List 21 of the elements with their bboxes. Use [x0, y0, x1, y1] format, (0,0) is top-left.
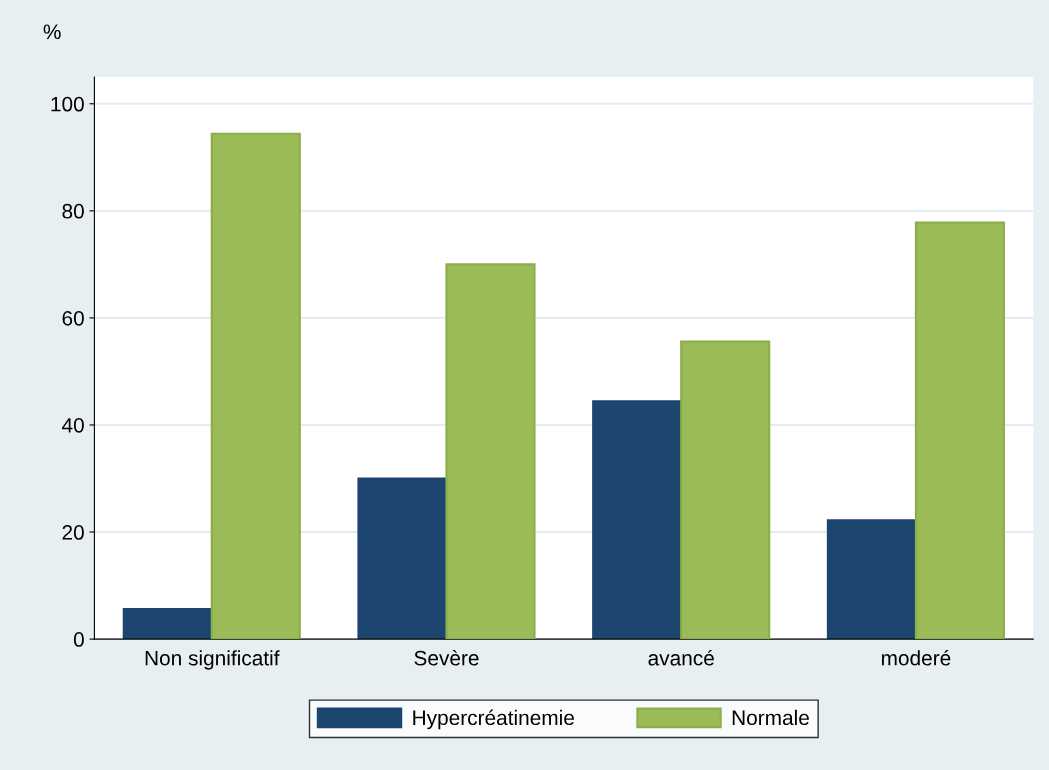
y-axis-title: % [43, 24, 61, 40]
x-tick-label: Sevère [414, 649, 479, 666]
bar [357, 477, 448, 640]
x-tick-label: moderé [881, 649, 951, 666]
y-tick-label: 60 [62, 310, 84, 326]
bar [122, 608, 213, 640]
legend-label: Normale [732, 709, 809, 726]
legend-label: Hypercréatinemie [413, 709, 574, 730]
bar [210, 132, 301, 640]
bar [592, 400, 683, 640]
x-tick-label: Non significatif [145, 650, 280, 670]
y-tick-label: 80 [62, 203, 84, 219]
y-tick-label: 0 [73, 632, 84, 647]
y-tick-label: 100 [51, 96, 84, 112]
bar [914, 221, 1005, 640]
bar [680, 340, 771, 640]
x-tick-label: avancé [648, 649, 714, 666]
y-tick-label: 20 [62, 525, 84, 540]
bar [826, 519, 917, 640]
y-tick-label: 40 [62, 417, 84, 433]
bar [445, 263, 536, 640]
